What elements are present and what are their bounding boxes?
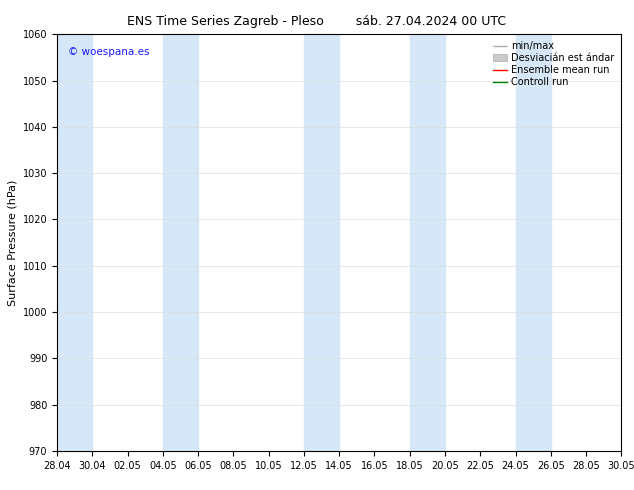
Bar: [163, 34, 198, 451]
Bar: [57, 34, 93, 451]
Y-axis label: Surface Pressure (hPa): Surface Pressure (hPa): [7, 179, 17, 306]
Legend: min/max, Desviacián est ándar, Ensemble mean run, Controll run: min/max, Desviacián est ándar, Ensemble …: [491, 39, 616, 89]
Bar: [410, 34, 445, 451]
Bar: [515, 34, 551, 451]
Text: ENS Time Series Zagreb - Pleso        sáb. 27.04.2024 00 UTC: ENS Time Series Zagreb - Pleso sáb. 27.0…: [127, 15, 507, 28]
Text: © woespana.es: © woespana.es: [68, 47, 150, 57]
Bar: [304, 34, 339, 451]
